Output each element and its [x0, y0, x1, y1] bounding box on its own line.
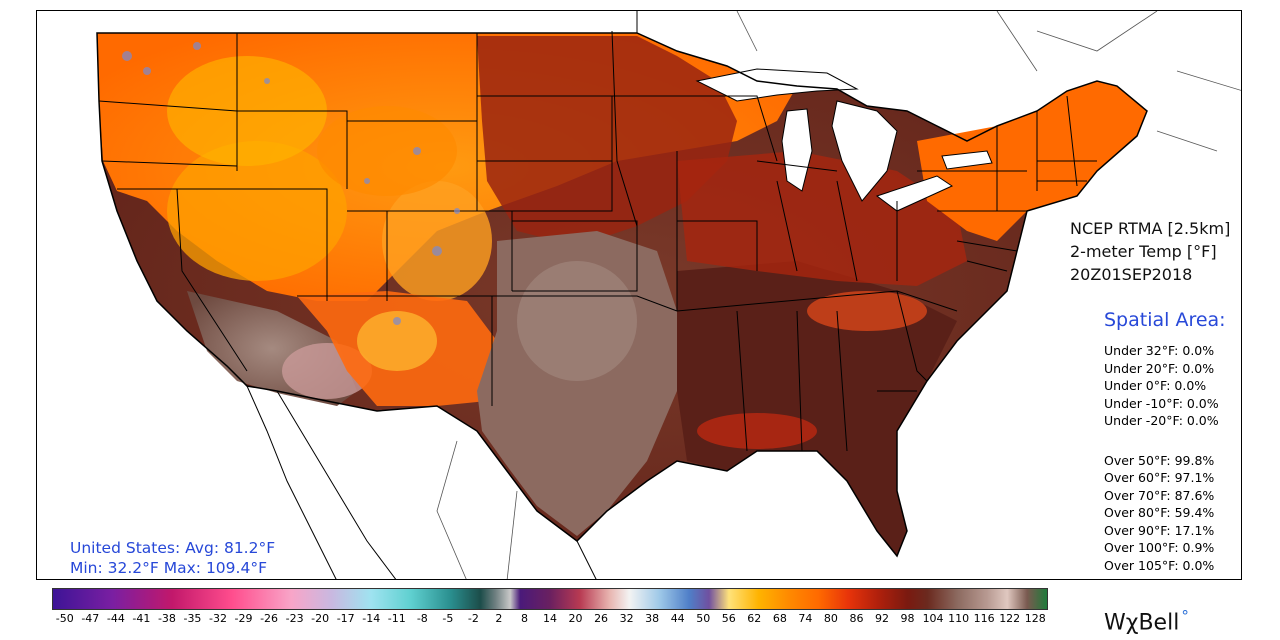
colorbar-tick: 62	[747, 612, 762, 625]
colorbar-tick: -26	[260, 612, 279, 625]
colorbar-tick: -41	[132, 612, 151, 625]
midwest-red	[677, 151, 967, 286]
colorbar-tick: 8	[520, 612, 528, 625]
colorbar-tick: -11	[387, 612, 406, 625]
over-50-stat: Over 50°F: 99.8%	[1104, 452, 1215, 468]
product-source: NCEP RTMA [2.5km]	[1070, 219, 1231, 238]
spatial-area-title: Spatial Area:	[1104, 309, 1226, 331]
map-panel	[36, 10, 1242, 580]
colorbar-tick: -8	[416, 612, 428, 625]
over-60-stat: Over 60°F: 97.1%	[1104, 470, 1215, 485]
cool-spots	[122, 42, 460, 325]
under-20-stat: Under 20°F: 0.0%	[1104, 360, 1215, 376]
us-stats: United States: Avg: 81.2°F Min: 32.2°F M…	[70, 538, 275, 578]
product-info: NCEP RTMA [2.5km] 2-meter Temp [°F] 20Z0…	[1070, 217, 1230, 286]
us-outline	[96, 32, 1148, 558]
colorbar-tick: -20	[311, 612, 330, 625]
gulf-coast-red	[697, 413, 817, 449]
wyoming-warm	[317, 106, 457, 196]
colorbar-tick: 68	[772, 612, 787, 625]
lake-huron	[831, 100, 898, 202]
colorbar-tick: -2	[467, 612, 479, 625]
colorbar-tick: 56	[721, 612, 736, 625]
colorbar-tick: 32	[619, 612, 634, 625]
colorbar-tick: 26	[594, 612, 609, 625]
colorbar-tick: 20	[568, 612, 583, 625]
under-minus10-stat: Under -10°F: 0.0%	[1104, 395, 1219, 411]
plains-dark-red	[477, 36, 737, 246]
over-70-stat: Over 70°F: 87.6%	[1104, 487, 1215, 503]
mexico-outline	[276, 390, 397, 579]
colorbar-tick: 116	[973, 612, 995, 625]
colorbar-tick: -5	[442, 612, 454, 625]
great-basin-warm	[167, 141, 347, 281]
colorado-rockies	[382, 181, 492, 301]
over-90-stat: Over 90°F: 17.1%	[1104, 522, 1215, 538]
colorbar-tick: 86	[849, 612, 864, 625]
under-0-stat: Under 0°F: 0.0%	[1104, 378, 1207, 393]
wxbell-logo: WχBell °	[1104, 607, 1189, 636]
texas-light	[517, 261, 637, 381]
state-borders	[98, 30, 1097, 452]
colorbar-tick: -17	[336, 612, 355, 625]
product-variable: 2-meter Temp [°F]	[1070, 242, 1217, 261]
colorbar-tick: -35	[183, 612, 202, 625]
lake-ontario	[941, 150, 993, 170]
colorbar-tick: -44	[106, 612, 125, 625]
lake-erie	[875, 175, 954, 212]
colorbar-tick: 50	[696, 612, 711, 625]
colorbar-tick: 92	[875, 612, 889, 625]
logo-dot-icon: °	[1181, 607, 1189, 625]
colorbar-tick: 110	[948, 612, 970, 625]
appalachia-orange	[807, 291, 927, 331]
under-minus20-stat: Under -20°F: 0.0%	[1104, 413, 1219, 428]
lake-michigan	[781, 108, 813, 192]
canada-border	[97, 11, 638, 34]
colorbar-tick: 122	[999, 612, 1021, 625]
lake-superior	[695, 68, 859, 102]
colorbar-tick: -32	[209, 612, 227, 625]
colorbar-tick: 14	[543, 612, 557, 625]
colorbar-tick: 98	[900, 612, 915, 625]
colorbar-tick: 38	[645, 612, 660, 625]
us-min-max: Min: 32.2°F Max: 109.4°F	[70, 559, 267, 577]
colorbar-tick: 44	[670, 612, 685, 625]
colorbar-tick: 104	[922, 612, 944, 625]
over-100-stat: Over 100°F: 0.9%	[1104, 540, 1215, 555]
southeast-dark	[677, 261, 957, 556]
temperature-map	[96, 11, 1241, 579]
spatial-area-list: Under 32°F: 0.0% Under 20°F: 0.0% Under …	[1104, 342, 1219, 574]
under-32-stat: Under 32°F: 0.0%	[1104, 343, 1215, 358]
colorbar-tick: -23	[285, 612, 304, 625]
colorbar-tick: -47	[81, 612, 100, 625]
nm-yellow	[357, 311, 437, 371]
colorbar-tick: 2	[495, 612, 503, 625]
colorbar-tick-labels: -50 -47 -44 -41 -38 -35 -32 -29 -26 -23 -20 -17 -14-…	[52, 612, 1048, 630]
mexico-state-lines	[436, 440, 518, 579]
temperature-colorbar	[52, 588, 1048, 610]
colorbar-tick: -29	[234, 612, 253, 625]
product-valid-time: 20Z01SEP2018	[1070, 265, 1193, 284]
colorbar-tick: 80	[823, 612, 838, 625]
northeast-orange	[917, 81, 1147, 241]
us-average: United States: Avg: 81.2°F	[70, 539, 276, 557]
baja-outline	[246, 385, 337, 579]
mexico-border	[476, 430, 597, 579]
colorbar-tick: -38	[157, 612, 176, 625]
canada-lines	[736, 11, 1241, 152]
colorbar-tick: -50	[55, 612, 74, 625]
over-80-stat: Over 80°F: 59.4%	[1104, 505, 1215, 520]
colorbar-tick: 128	[1024, 612, 1046, 625]
colorbar-tick: 74	[798, 612, 813, 625]
over-105-stat: Over 105°F: 0.0%	[1104, 557, 1215, 573]
colorbar-tick: -14	[362, 612, 381, 625]
